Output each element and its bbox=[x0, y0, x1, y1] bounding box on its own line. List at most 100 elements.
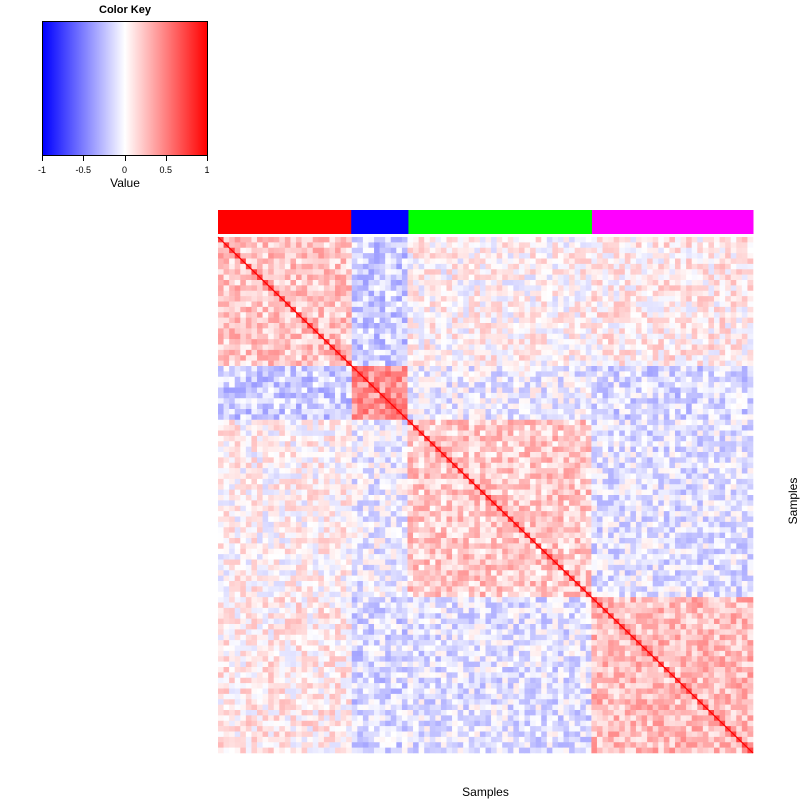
heatmap-cell bbox=[530, 269, 536, 275]
heatmap-cell bbox=[608, 414, 614, 421]
heatmap-cell bbox=[312, 382, 319, 388]
heatmap-cell bbox=[268, 403, 275, 410]
heatmap-cell bbox=[624, 285, 631, 292]
heatmap-cell bbox=[307, 398, 314, 404]
heatmap-cell bbox=[340, 237, 347, 243]
heatmap-cell bbox=[725, 290, 732, 297]
heatmap-cell bbox=[424, 317, 431, 324]
heatmap-cell bbox=[346, 344, 353, 351]
heatmap-cell bbox=[635, 247, 642, 254]
heatmap-cell bbox=[513, 473, 520, 480]
heatmap-cell bbox=[552, 349, 559, 356]
heatmap-cell bbox=[663, 419, 670, 426]
heatmap-cell bbox=[530, 425, 536, 431]
heatmap-cell bbox=[318, 323, 325, 329]
heatmap-cell bbox=[401, 274, 408, 281]
heatmap-cell bbox=[546, 290, 553, 297]
heatmap-cell bbox=[357, 414, 364, 421]
heatmap-cell bbox=[401, 280, 408, 286]
heatmap-cell bbox=[602, 333, 609, 340]
heatmap-cell bbox=[229, 274, 236, 281]
heatmap-cell bbox=[546, 430, 553, 437]
heatmap-cell bbox=[435, 382, 442, 388]
heatmap-cell bbox=[307, 457, 314, 464]
heatmap-cell bbox=[697, 376, 704, 383]
heatmap-cell bbox=[351, 280, 358, 286]
heatmap-cell bbox=[273, 382, 280, 388]
heatmap-cell bbox=[591, 414, 598, 421]
heatmap-cell bbox=[301, 403, 308, 410]
heatmap-cell bbox=[613, 317, 620, 324]
heatmap-cell bbox=[736, 409, 743, 415]
heatmap-cell bbox=[513, 409, 520, 415]
heatmap-cell bbox=[624, 242, 631, 249]
heatmap-cell bbox=[457, 290, 464, 297]
heatmap-cell bbox=[569, 360, 575, 367]
heatmap-cell bbox=[474, 349, 481, 356]
heatmap-cell bbox=[608, 446, 614, 453]
heatmap-cell bbox=[457, 317, 464, 324]
heatmap-cell bbox=[229, 484, 236, 490]
heatmap-cell bbox=[736, 339, 743, 345]
heatmap-cell bbox=[658, 366, 665, 372]
heatmap-cell bbox=[429, 398, 436, 404]
heatmap-cell bbox=[535, 317, 542, 324]
color-key-tick bbox=[42, 155, 43, 161]
heatmap-cell bbox=[741, 333, 748, 340]
heatmap-cell bbox=[301, 253, 308, 259]
heatmap-cell bbox=[279, 371, 286, 378]
heatmap-cell bbox=[491, 328, 497, 335]
heatmap-cell bbox=[686, 258, 692, 265]
heatmap-cell bbox=[524, 301, 531, 308]
heatmap-cell bbox=[674, 355, 681, 361]
heatmap-cell bbox=[491, 301, 497, 308]
heatmap-cell bbox=[546, 452, 553, 458]
heatmap-cell bbox=[463, 242, 470, 249]
heatmap-cell bbox=[273, 511, 280, 517]
heatmap-cell bbox=[296, 500, 302, 507]
heatmap-cell bbox=[730, 409, 737, 415]
heatmap-cell bbox=[229, 242, 236, 249]
heatmap-cell bbox=[385, 462, 392, 469]
heatmap-cell bbox=[251, 473, 258, 480]
heatmap-cell bbox=[591, 269, 598, 275]
heatmap-cell bbox=[730, 366, 737, 372]
heatmap-cell bbox=[563, 344, 570, 351]
heatmap-cell bbox=[362, 247, 369, 254]
heatmap-cell bbox=[674, 435, 681, 442]
heatmap-cell bbox=[624, 382, 631, 388]
heatmap-cell bbox=[385, 489, 392, 496]
heatmap-cell bbox=[435, 500, 442, 507]
heatmap-cell bbox=[530, 328, 536, 335]
heatmap-cell bbox=[619, 473, 626, 480]
heatmap-cell bbox=[557, 360, 564, 367]
heatmap-cell bbox=[719, 505, 726, 512]
heatmap-cell bbox=[223, 306, 230, 313]
heatmap-cell bbox=[284, 419, 291, 426]
heatmap-cell bbox=[541, 296, 548, 302]
heatmap-cell bbox=[435, 489, 442, 496]
heatmap-cell bbox=[357, 473, 364, 480]
heatmap-cell bbox=[713, 312, 720, 318]
heatmap-cell bbox=[725, 344, 732, 351]
heatmap-cell bbox=[379, 435, 386, 442]
heatmap-cell bbox=[257, 473, 263, 480]
heatmap-cell bbox=[268, 280, 275, 286]
heatmap-cell bbox=[457, 263, 464, 270]
heatmap-cell bbox=[346, 457, 353, 464]
heatmap-cell bbox=[641, 355, 648, 361]
heatmap-cell bbox=[736, 435, 743, 442]
heatmap-cell bbox=[329, 473, 336, 480]
heatmap-cell bbox=[602, 468, 609, 474]
heatmap-cell bbox=[647, 317, 653, 324]
heatmap-cell bbox=[401, 387, 408, 394]
heatmap-cell bbox=[513, 258, 520, 265]
heatmap-cell bbox=[608, 317, 614, 324]
heatmap-cell bbox=[446, 253, 453, 259]
heatmap-cell bbox=[474, 306, 481, 313]
heatmap-cell bbox=[686, 290, 692, 297]
heatmap-cell bbox=[546, 360, 553, 367]
heatmap-cell bbox=[296, 242, 302, 249]
heatmap-cell bbox=[396, 387, 403, 394]
heatmap-cell bbox=[697, 263, 704, 270]
